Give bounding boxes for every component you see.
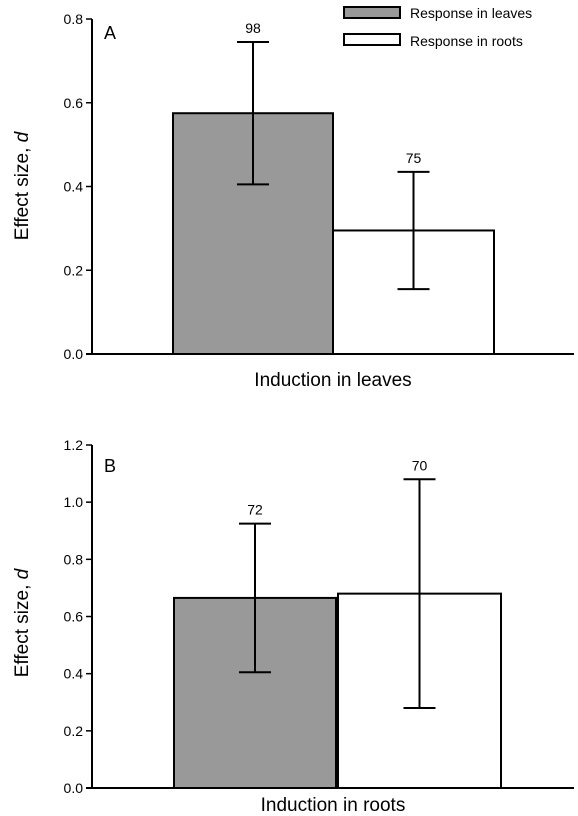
panel-a-x-axis-title: Induction in leaves: [254, 370, 411, 391]
panel-b-y-tick-label: 0.0: [64, 780, 84, 796]
panel-b-y-axis-title: Effect size, d: [12, 567, 33, 677]
panel-b-sample-size-label: 70: [412, 457, 428, 473]
panel-a-y-tick-label: 0.0: [64, 346, 84, 362]
panel-b: B Induction in roots Effect size, d 0.0 0…: [12, 437, 574, 816]
panel-a-y-tick-label: 0.6: [64, 95, 84, 111]
legend-swatch-roots: [343, 33, 401, 46]
panel-a-y-axis-title: Effect size, d: [12, 130, 33, 240]
panel-b-letter: B: [104, 456, 116, 476]
panel-b-y-tick-label: 0.6: [64, 609, 84, 625]
panel-a-y-tick-label: 0.8: [64, 11, 84, 27]
panel-b-y-tick-label: 1.2: [64, 437, 84, 453]
panel-a-sample-size-label: 98: [245, 20, 261, 36]
panel-a-letter: A: [104, 23, 116, 43]
panel-b-y-tick-label: 0.2: [64, 723, 84, 739]
panel-a-y-tick-label: 0.2: [64, 262, 84, 278]
panel-b-y-tick-label: 1.0: [64, 494, 84, 510]
legend-label-roots: Response in roots: [410, 33, 523, 49]
panel-b-y-tick-label: 0.8: [64, 551, 84, 567]
panel-b-x-axis-title: Induction in roots: [261, 795, 406, 816]
panel-b-y-tick-label: 0.4: [64, 666, 84, 682]
legend-label-leaves: Response in leaves: [410, 5, 532, 21]
panel-a-y-tick-label: 0.4: [64, 179, 84, 195]
legend-swatch-leaves: [343, 6, 401, 19]
legend: Response in leaves Response in roots: [343, 5, 532, 49]
panel-a: A Induction in leaves Effect size, d 0.0…: [12, 11, 574, 391]
panel-b-sample-size-label: 72: [247, 502, 263, 518]
panel-a-sample-size-label: 75: [406, 150, 422, 166]
